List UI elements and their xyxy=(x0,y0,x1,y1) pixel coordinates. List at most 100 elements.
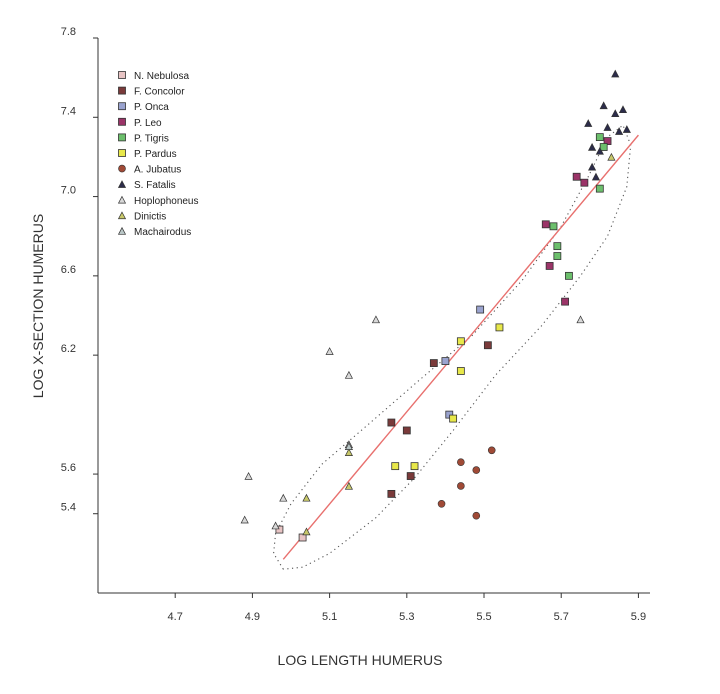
point-p-pardus xyxy=(456,337,465,346)
legend-label: P. Onca xyxy=(134,102,169,113)
point-a-jubatus xyxy=(457,458,465,466)
point-n-nebulosa xyxy=(275,525,284,534)
point-s-fatalis xyxy=(611,109,620,117)
y-tick-label: 7.4 xyxy=(61,105,76,117)
point-s-fatalis xyxy=(595,146,604,155)
point-p-tigris xyxy=(595,133,604,142)
legend-label: P. Pardus xyxy=(134,149,177,160)
point-p-onca xyxy=(476,305,485,314)
x-axis-label: LOG LENGTH HUMERUS xyxy=(0,652,720,668)
point-dinictis xyxy=(607,152,616,161)
point-p-pardus xyxy=(391,462,400,471)
y-tick-label: 6.2 xyxy=(61,343,76,355)
x-tick-label: 5.3 xyxy=(399,611,414,623)
legend-marker xyxy=(118,133,126,142)
legend-marker xyxy=(117,211,127,220)
point-f-concolor xyxy=(387,489,396,498)
x-tick-label: 5.5 xyxy=(476,611,491,623)
legend-marker xyxy=(118,164,126,173)
legend-label: N. Nebulosa xyxy=(134,71,189,82)
y-tick-label: 5.6 xyxy=(61,462,76,474)
point-hoplophoneus xyxy=(344,370,353,379)
point-p-leo xyxy=(572,172,581,181)
envelope-dotted-line xyxy=(273,124,632,570)
y-tick-label: 7.8 xyxy=(61,26,76,38)
y-tick-label: 6.6 xyxy=(61,264,76,276)
point-p-tigris xyxy=(553,252,562,260)
point-a-jubatus xyxy=(472,466,481,474)
point-dinictis xyxy=(302,527,311,536)
point-s-fatalis xyxy=(588,162,597,171)
point-p-tigris xyxy=(553,242,562,251)
point-s-fatalis xyxy=(599,101,608,110)
point-hoplophoneus xyxy=(279,493,288,502)
regression-line-path xyxy=(282,134,639,560)
x-tick-label: 4.9 xyxy=(245,611,260,623)
point-s-fatalis xyxy=(584,119,593,127)
legend-marker xyxy=(117,195,127,204)
point-hoplophoneus xyxy=(371,315,381,324)
legend-label: A. Jubatus xyxy=(134,165,181,176)
y-axis-label: LOG X-SECTION HUMERUS xyxy=(30,213,46,399)
confidence-envelope xyxy=(273,124,632,570)
point-p-pardus xyxy=(456,367,465,375)
point-p-tigris xyxy=(595,184,604,193)
legend-marker xyxy=(118,102,126,111)
point-a-jubatus xyxy=(487,446,496,455)
point-p-pardus xyxy=(449,414,458,423)
x-axis-label-text: LOG LENGTH HUMERUS xyxy=(277,652,443,668)
x-tick-label: 5.9 xyxy=(631,611,646,623)
legend-label: S. Fatalis xyxy=(134,180,176,191)
legend-marker xyxy=(118,86,126,95)
legend-label: P. Leo xyxy=(134,118,162,129)
point-p-leo xyxy=(541,220,550,229)
regression-line xyxy=(282,134,639,560)
legend-marker xyxy=(117,226,127,235)
y-tick-label: 5.4 xyxy=(61,502,76,514)
point-p-leo xyxy=(561,297,569,306)
point-s-fatalis xyxy=(588,142,597,151)
point-p-tigris xyxy=(599,143,608,151)
point-a-jubatus xyxy=(457,482,465,490)
point-dinictis xyxy=(302,493,311,502)
point-p-pardus xyxy=(495,323,504,332)
x-tick-label: 5.7 xyxy=(554,611,569,623)
point-f-concolor xyxy=(406,472,415,480)
point-p-leo xyxy=(580,178,589,187)
legend-marker xyxy=(118,149,126,157)
point-p-onca xyxy=(441,357,450,365)
y-tick-label: 7.0 xyxy=(61,185,76,197)
point-hoplophoneus xyxy=(271,521,280,530)
point-a-jubatus xyxy=(437,500,446,508)
legend-marker xyxy=(118,117,126,126)
point-p-tigris xyxy=(549,222,558,231)
point-p-tigris xyxy=(565,271,573,280)
point-f-concolor xyxy=(387,418,396,427)
point-s-fatalis xyxy=(591,172,601,181)
point-s-fatalis xyxy=(618,105,628,114)
point-s-fatalis xyxy=(622,125,631,133)
point-s-fatalis xyxy=(615,127,624,135)
point-hoplophoneus xyxy=(244,471,253,480)
point-hoplophoneus xyxy=(240,515,249,524)
legend-marker xyxy=(117,180,127,188)
legend-label: P. Tigris xyxy=(134,133,169,144)
point-f-concolor xyxy=(402,426,411,435)
legend-label: Hoplophoneus xyxy=(134,196,199,207)
point-p-leo xyxy=(545,262,554,270)
point-s-fatalis xyxy=(603,123,612,131)
legend: N. Nebulosa F. Concolor P. Onca P. Leo P. Ti… xyxy=(117,71,199,238)
x-tick-label: 5.1 xyxy=(322,611,337,623)
point-dinictis xyxy=(344,481,353,490)
point-n-nebulosa xyxy=(298,533,307,542)
point-machairodus xyxy=(344,442,353,450)
point-a-jubatus xyxy=(472,511,481,520)
legend-label: Machairodus xyxy=(134,227,191,238)
point-hoplophoneus xyxy=(325,347,334,355)
point-p-pardus xyxy=(410,462,419,471)
x-tick-label: 4.7 xyxy=(168,611,183,623)
data-points xyxy=(240,69,631,542)
point-f-concolor xyxy=(483,341,492,350)
legend-marker xyxy=(118,71,126,79)
